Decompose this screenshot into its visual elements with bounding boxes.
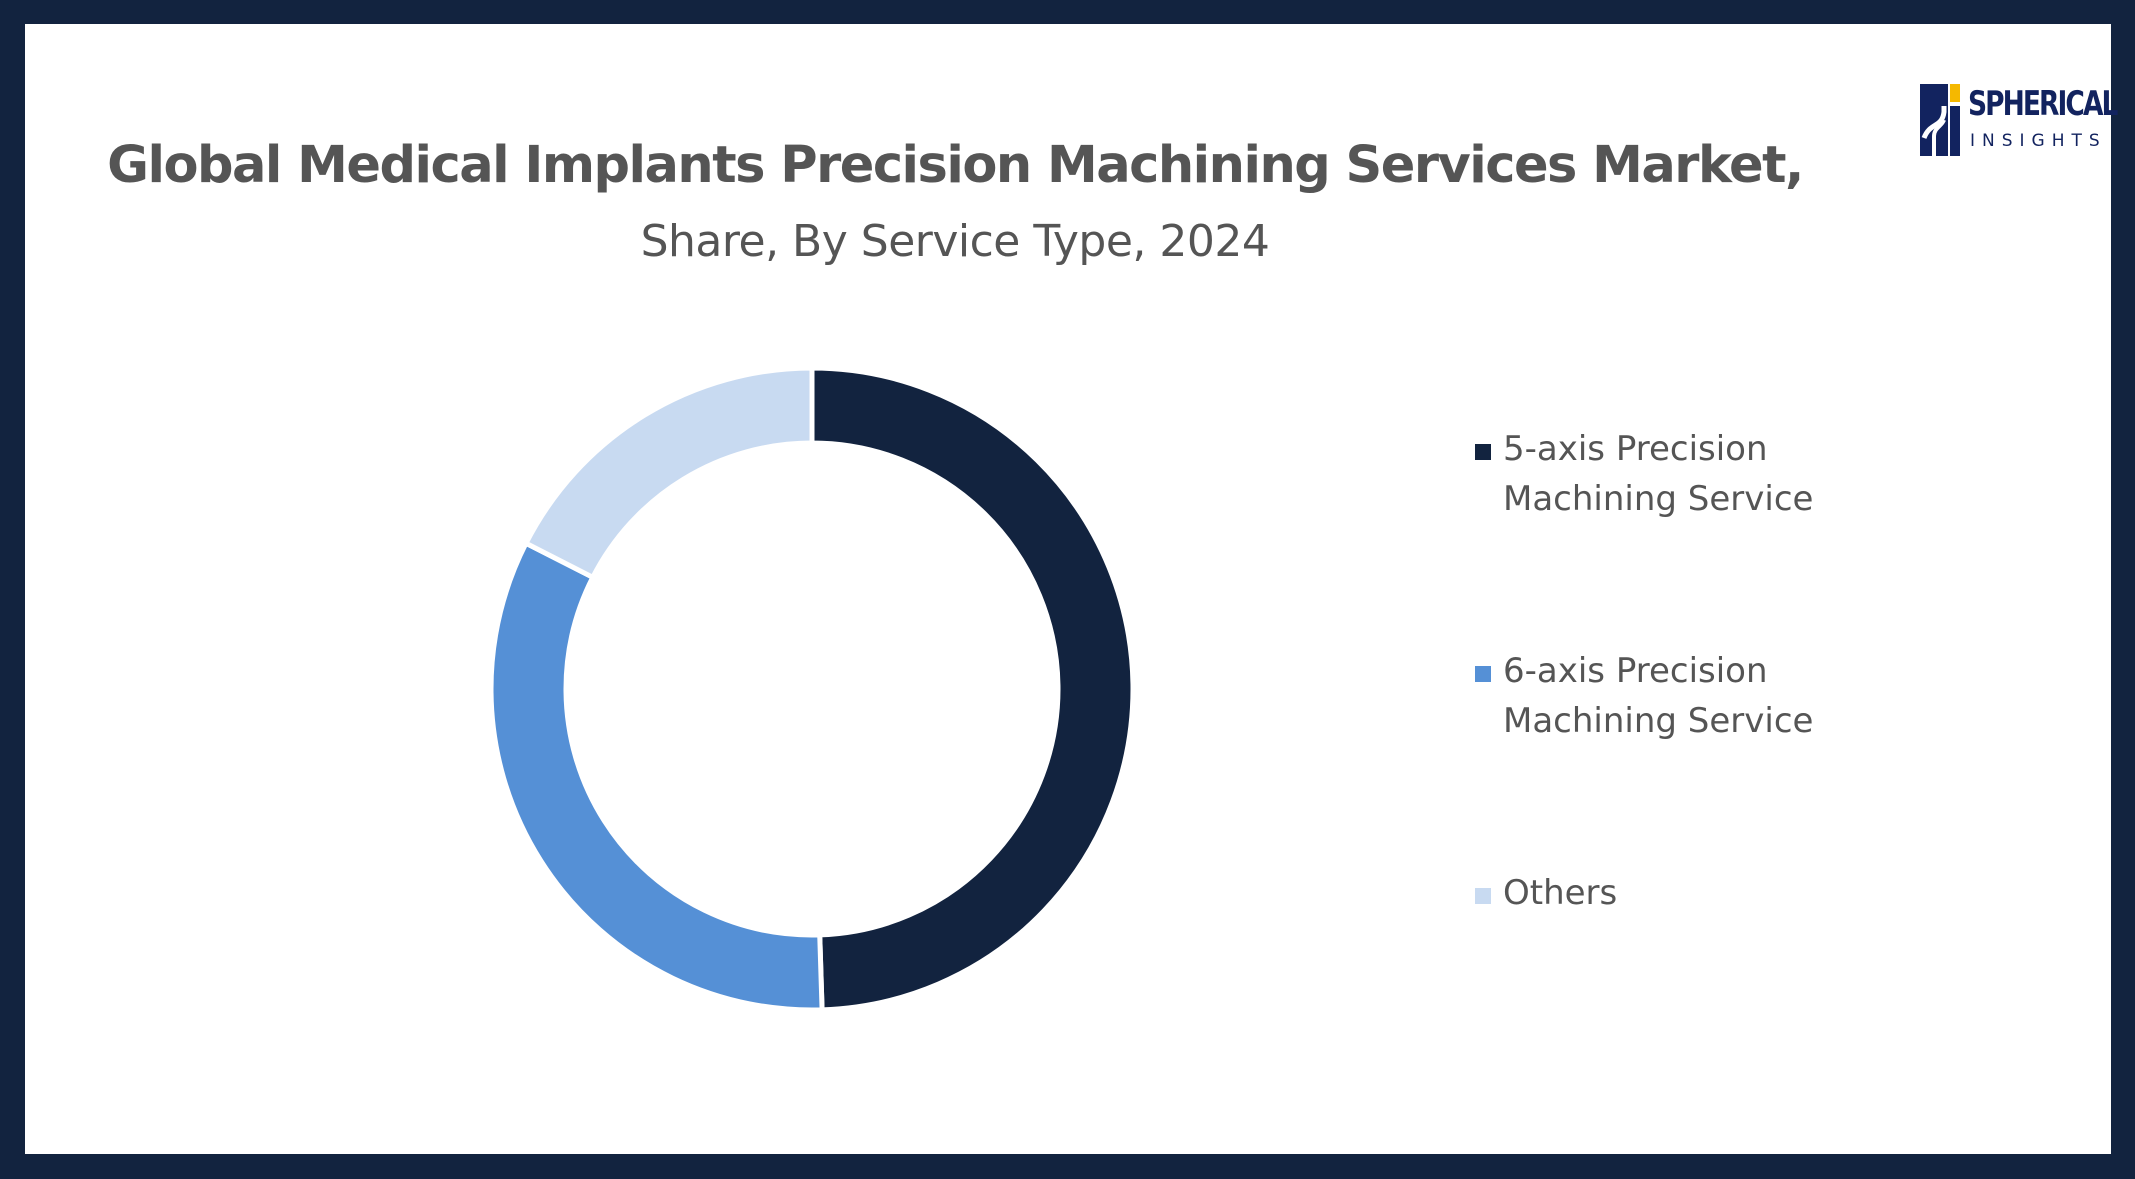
- donut-slice-2: [488, 539, 825, 1013]
- spherical-insights-logo: SPHERICAL INSIGHTS: [1920, 84, 2118, 159]
- legend-item: Others: [1475, 868, 1895, 918]
- legend-item: 5-axis Precision Machining Service: [1475, 424, 1895, 524]
- donut-chart: [488, 365, 1136, 1013]
- donut-slice-1: [809, 365, 1136, 1013]
- logo-subtext: INSIGHTS: [1970, 131, 2107, 151]
- chart-frame: Global Medical Implants Precision Machin…: [25, 24, 2118, 1154]
- chart-title: Global Medical Implants Precision Machin…: [107, 136, 1804, 195]
- legend-swatch: [1475, 444, 1491, 460]
- logo-wordmark: SPHERICAL: [1968, 84, 2118, 124]
- legend-item: 6-axis Precision Machining Service: [1475, 646, 1895, 746]
- donut-slice-3: [522, 365, 815, 581]
- legend-label: Others: [1503, 873, 1618, 913]
- chart-subtitle: Share, By Service Type, 2024: [640, 216, 1270, 267]
- legend-swatch: [1475, 666, 1491, 682]
- legend-label: 5-axis Precision Machining Service: [1503, 429, 1814, 519]
- logo-mark-icon: [1920, 84, 1960, 156]
- legend-swatch: [1475, 888, 1491, 904]
- legend-label: 6-axis Precision Machining Service: [1503, 651, 1814, 741]
